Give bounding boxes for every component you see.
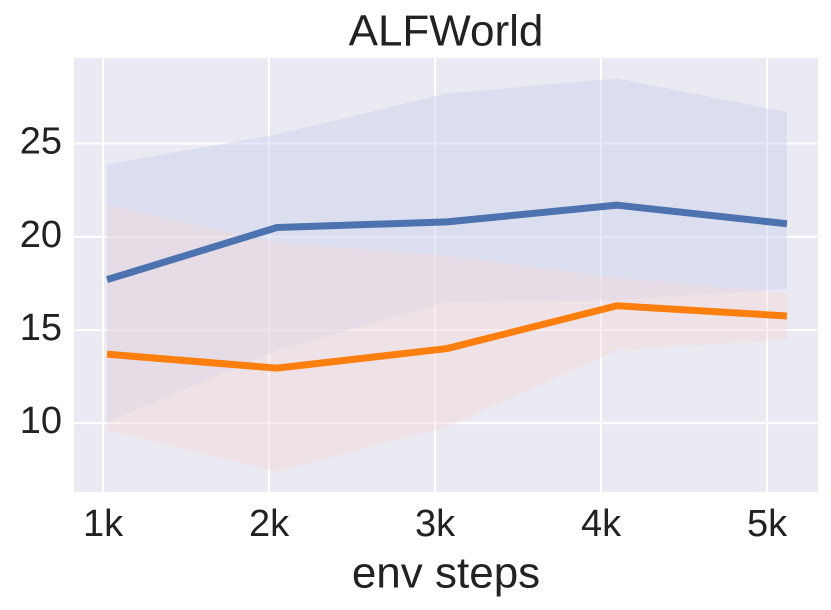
line <box>106 201 788 284</box>
y-tick-label: 10 <box>20 400 62 442</box>
line <box>106 302 788 372</box>
x-tick-label: 2k <box>249 503 290 545</box>
x-axis-label: env steps <box>352 549 540 598</box>
y-tick-label: 25 <box>20 121 62 163</box>
y-tick-label: 20 <box>20 214 62 256</box>
y-tick-label: 15 <box>20 307 62 349</box>
chart-title: ALFWorld <box>349 7 544 56</box>
plot-background <box>74 58 818 492</box>
confidence-band <box>107 78 787 423</box>
x-tick-label: 1k <box>83 503 124 545</box>
x-tick-label: 4k <box>581 503 622 545</box>
confidence-band <box>107 205 787 472</box>
x-tick-label: 3k <box>415 503 456 545</box>
x-tick-label: 5k <box>747 503 788 545</box>
